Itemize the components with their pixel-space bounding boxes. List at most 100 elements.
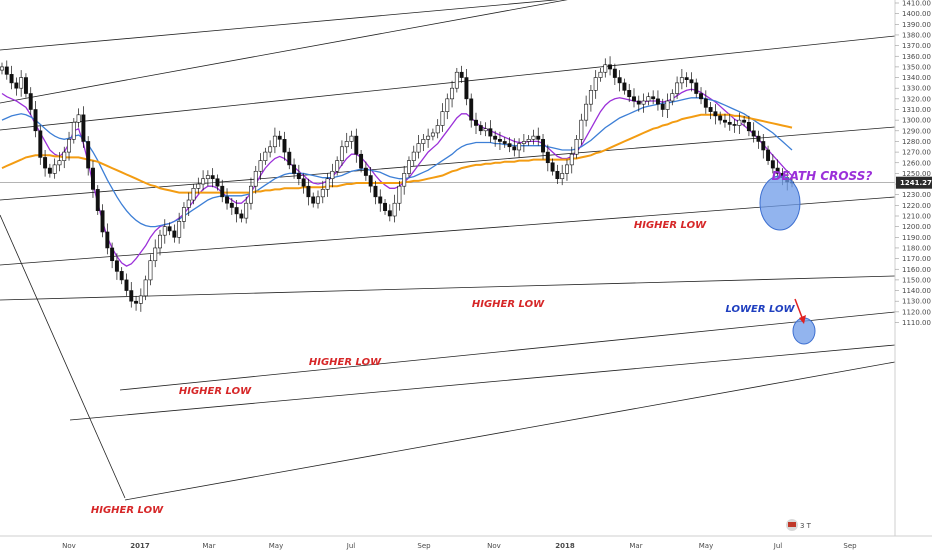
candle <box>584 95 589 127</box>
candle <box>234 200 239 223</box>
candle-body <box>483 128 488 132</box>
candle-body <box>181 207 186 222</box>
candle <box>598 67 603 82</box>
candle <box>411 145 416 166</box>
candle <box>153 239 158 268</box>
candle <box>450 80 455 108</box>
x-tick-label: Jul <box>773 542 783 550</box>
candle <box>378 189 383 212</box>
ma-line-1 <box>1 88 793 267</box>
candle <box>646 92 651 106</box>
candle-body <box>746 121 751 132</box>
candle <box>689 72 694 92</box>
y-tick-label: 1140.00 <box>902 287 931 295</box>
candle <box>306 178 311 206</box>
candle <box>502 137 507 148</box>
candle <box>766 145 771 165</box>
x-tick-label: Jul <box>346 542 356 550</box>
candle <box>316 190 320 209</box>
watermark-logo: 3 T <box>786 519 812 531</box>
annotation-label: DEATH CROSS? <box>772 169 873 183</box>
annotation-label: HIGHER LOW <box>472 299 545 310</box>
candle-body <box>588 90 593 105</box>
candle-body <box>368 175 373 187</box>
annotations: HIGHER LOW HIGHER LOW HIGHER LOW HIGHER LOW… <box>91 169 873 516</box>
candle-body <box>330 170 335 180</box>
x-tick-label: Mar <box>202 542 215 550</box>
candle-body <box>225 196 229 204</box>
candle <box>244 196 249 224</box>
candle <box>9 65 14 90</box>
candle <box>421 133 426 152</box>
candle-body <box>732 124 737 126</box>
candle <box>478 121 483 136</box>
candle-body <box>153 247 158 262</box>
trend-fan-line <box>0 214 126 499</box>
candle <box>541 133 545 160</box>
x-tick-label: Nov <box>487 542 501 550</box>
fibonacci-channel-lines <box>0 0 896 501</box>
candle <box>560 164 565 186</box>
candle <box>220 179 225 203</box>
candle-body <box>119 271 124 281</box>
candle-body <box>775 167 780 174</box>
candle <box>737 112 742 134</box>
y-tick-label: 1280.00 <box>902 138 931 146</box>
candle <box>86 136 91 176</box>
candle <box>349 130 354 149</box>
y-tick-label: 1170.00 <box>902 255 931 263</box>
candle-body <box>306 185 311 198</box>
candle <box>622 78 627 95</box>
candle <box>148 254 153 286</box>
candle-body <box>655 98 660 105</box>
candle <box>287 147 292 170</box>
y-tick-label: 1160.00 <box>902 266 931 274</box>
x-tick-label: 2018 <box>555 542 575 550</box>
candle <box>277 130 282 147</box>
candle <box>694 78 699 98</box>
highlight-shapes <box>759 175 816 345</box>
channel-line <box>0 126 896 201</box>
fan-line <box>0 214 126 499</box>
candle <box>407 156 411 178</box>
candle-body <box>301 178 306 187</box>
candle <box>383 198 387 215</box>
candle-body <box>574 139 579 155</box>
candle <box>162 219 167 244</box>
candle-body <box>57 160 62 166</box>
candle <box>579 113 584 145</box>
candle-body <box>378 196 383 204</box>
candle-body <box>742 119 747 123</box>
candle-body <box>603 64 608 73</box>
candle <box>565 159 569 181</box>
candle <box>210 168 215 188</box>
candle <box>660 98 665 117</box>
candle-body <box>205 175 210 180</box>
candle-body <box>512 146 517 151</box>
candle-body <box>593 77 598 91</box>
candle <box>627 83 632 103</box>
candle <box>512 138 517 157</box>
y-tick-label: 1340.00 <box>902 74 931 82</box>
candle <box>617 70 622 92</box>
candle-body <box>766 149 771 161</box>
candle <box>464 69 469 106</box>
x-tick-label: Sep <box>843 542 857 550</box>
candle <box>723 113 727 128</box>
ma-line-3 <box>1 113 793 194</box>
moving-average-lines <box>1 88 793 267</box>
candle <box>268 140 273 158</box>
candle <box>636 95 641 112</box>
candle <box>727 113 732 131</box>
svg-text:3 T: 3 T <box>800 522 812 530</box>
candle <box>507 137 512 153</box>
candle <box>665 93 670 119</box>
candle <box>292 158 297 179</box>
candle-body <box>636 100 641 105</box>
candle <box>335 156 340 176</box>
candle-body <box>19 77 24 89</box>
candle <box>249 177 253 210</box>
candle <box>229 197 234 215</box>
down-arrow-head <box>799 315 806 324</box>
